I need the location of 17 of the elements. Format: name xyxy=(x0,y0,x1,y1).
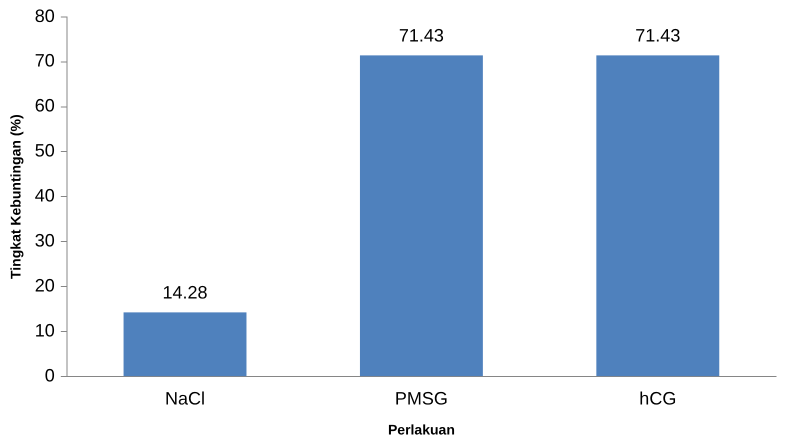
y-tick-label: 70 xyxy=(34,50,55,71)
x-axis-title: Perlakuan xyxy=(388,421,455,438)
data-label: 14.28 xyxy=(162,282,208,302)
y-tick-label: 80 xyxy=(34,6,55,26)
y-tick-label: 40 xyxy=(34,186,55,206)
y-tick-label: 60 xyxy=(34,96,55,116)
y-tick-label: 20 xyxy=(34,276,55,296)
data-label: 71.43 xyxy=(398,25,444,46)
data-label: 71.43 xyxy=(635,25,680,46)
y-tick-label: 30 xyxy=(34,230,55,251)
y-tick-label: 10 xyxy=(34,320,55,341)
y-tick-label: 50 xyxy=(34,140,55,161)
x-tick-label: NaCl xyxy=(165,388,206,408)
y-axis-title: Tingkat Kebuntingan (%) xyxy=(7,114,24,280)
y-tick-label: 0 xyxy=(44,366,55,386)
x-tick-label: hCG xyxy=(639,388,676,408)
x-tick-label: PMSG xyxy=(394,388,448,408)
